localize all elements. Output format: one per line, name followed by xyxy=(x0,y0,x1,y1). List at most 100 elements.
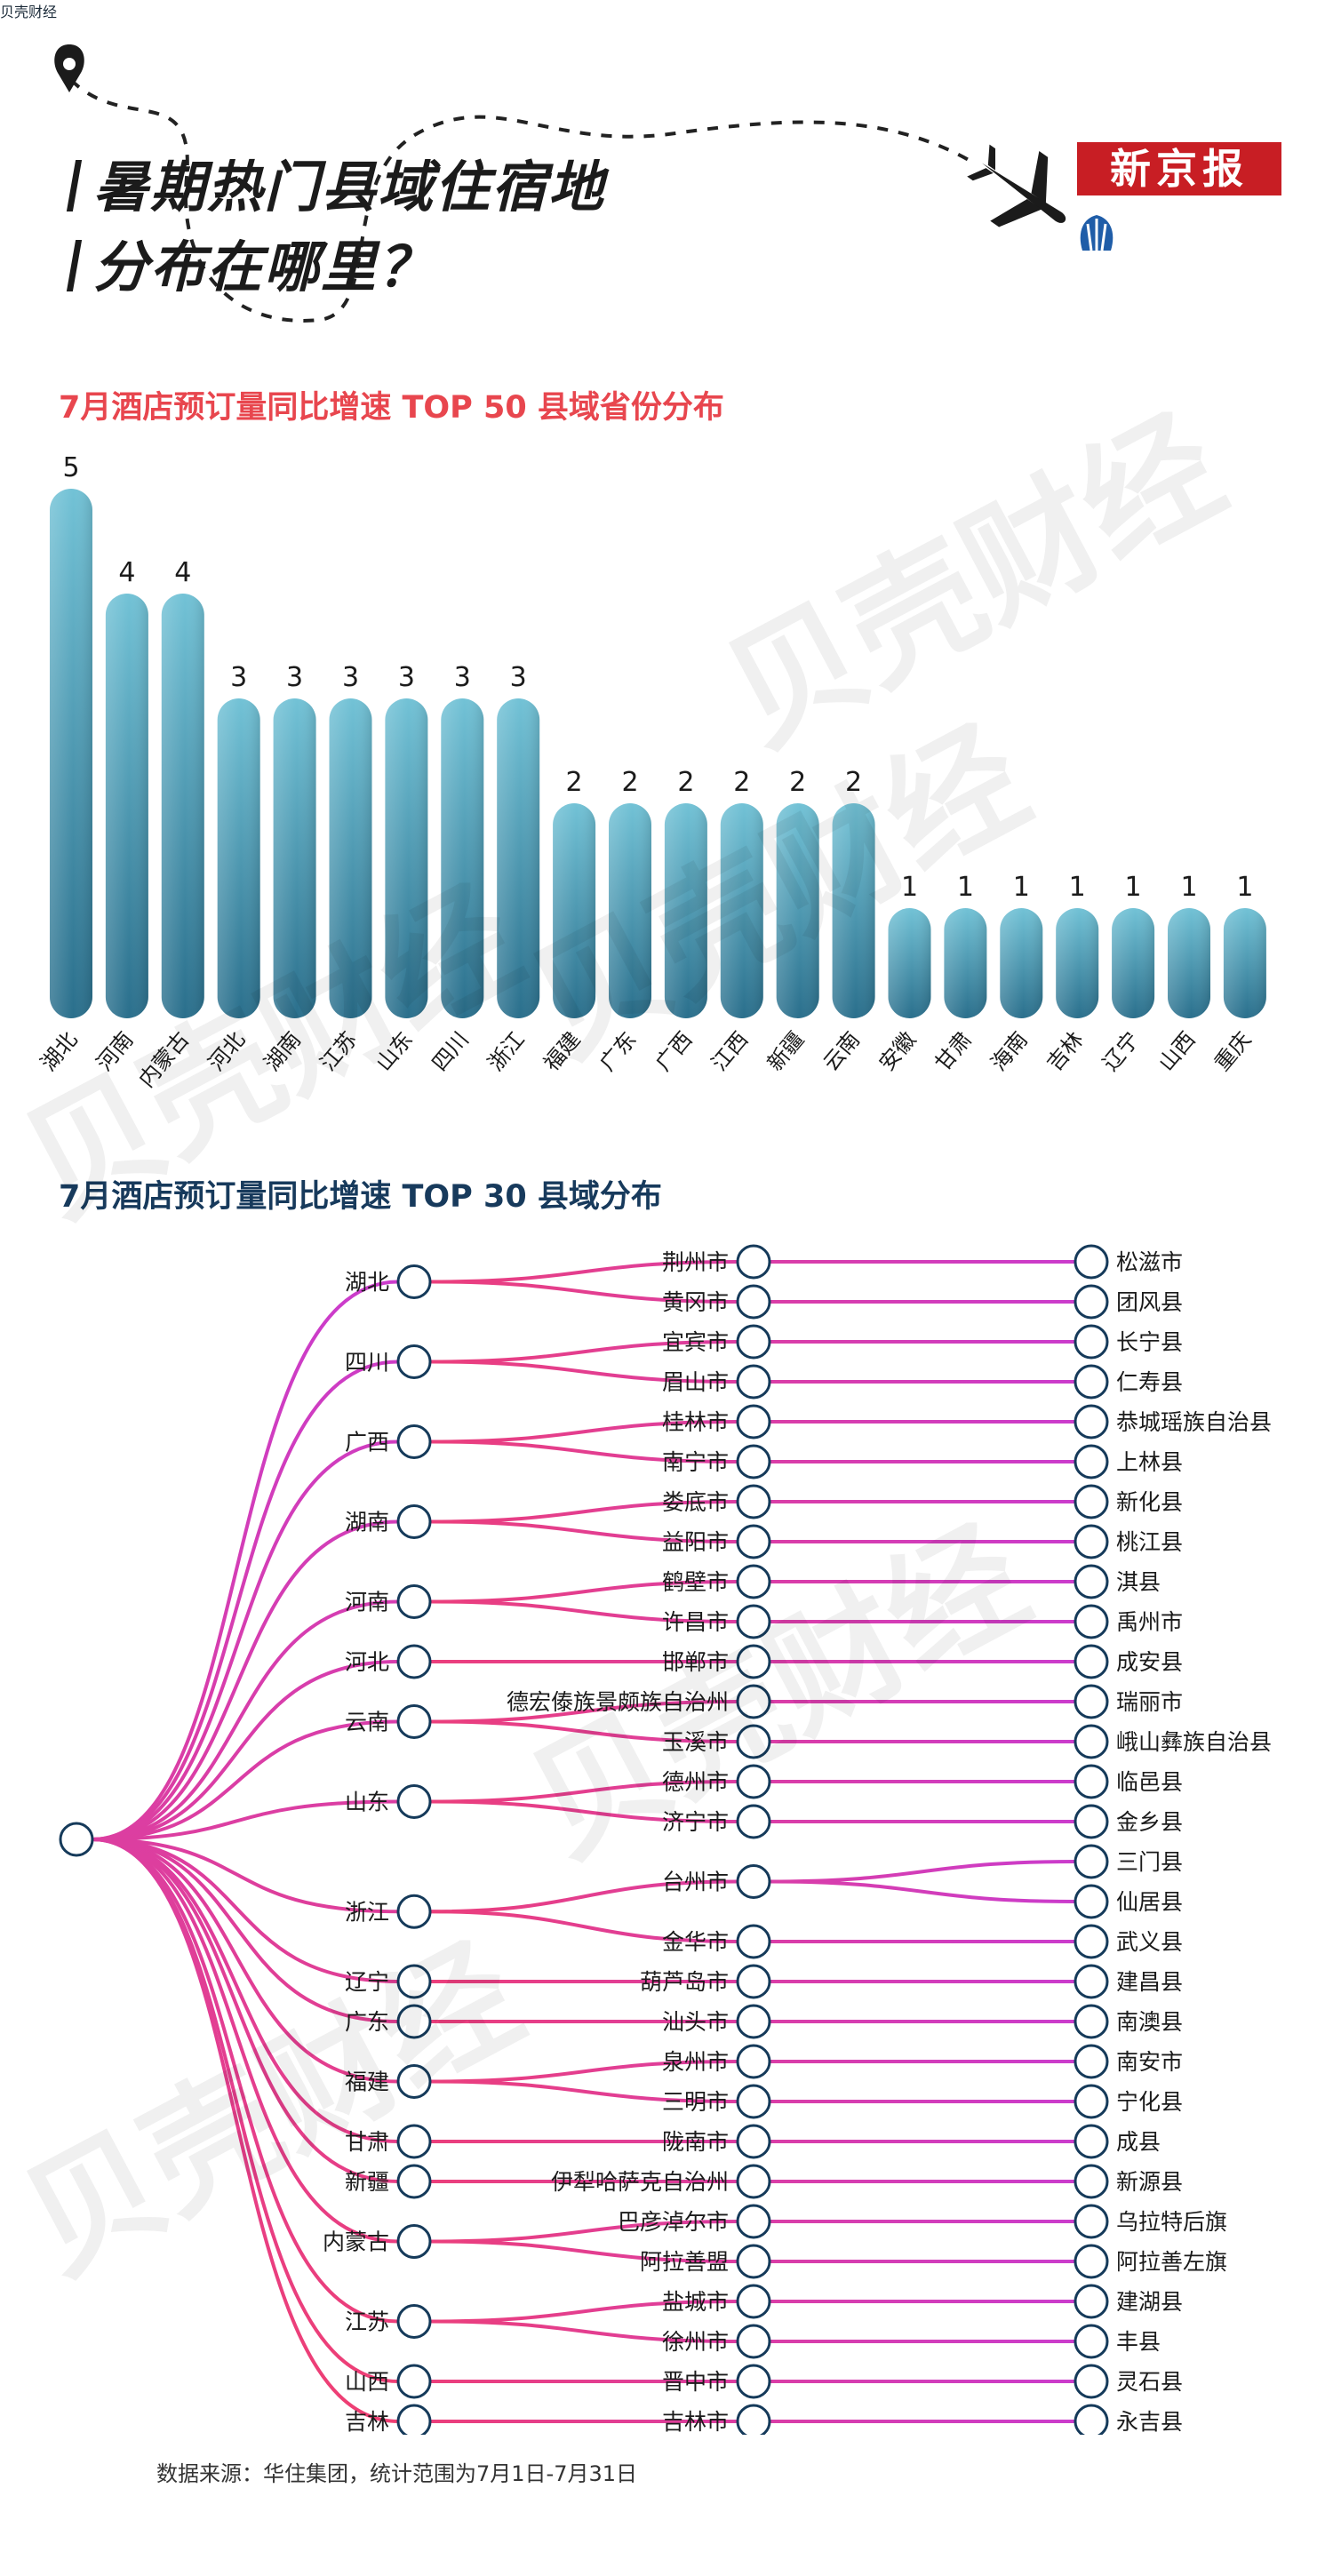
province-label: 广西 xyxy=(345,1430,389,1455)
flow-link xyxy=(429,2300,738,2324)
flow-link xyxy=(429,1420,738,1444)
city-node xyxy=(736,1644,771,1679)
bar xyxy=(385,698,428,1018)
province-node xyxy=(396,2164,432,2199)
bar-category-label: 辽宁 xyxy=(1098,1027,1144,1076)
province-node xyxy=(396,1644,432,1679)
bar xyxy=(1168,908,1210,1018)
flow-link xyxy=(429,1260,738,1284)
data-source-note: 数据来源：华住集团，统计范围为7月1日-7月31日 xyxy=(156,2461,638,2486)
shell-logo-icon xyxy=(1080,215,1113,251)
flow-link xyxy=(92,1838,399,1914)
county-node xyxy=(1074,1644,1109,1679)
city-label: 荆州市 xyxy=(662,1249,729,1275)
city-node xyxy=(736,2124,771,2159)
bar-value-label: 3 xyxy=(230,662,247,693)
county-node xyxy=(1074,2164,1109,2199)
flow-link xyxy=(92,1838,399,1983)
county-label: 武义县 xyxy=(1116,1929,1183,1955)
province-label: 山西 xyxy=(345,2369,389,2395)
province-label: 湖南 xyxy=(345,1510,389,1535)
county-node xyxy=(1074,2244,1109,2279)
city-label: 金华市 xyxy=(662,1929,729,1955)
bar xyxy=(664,803,707,1018)
bar-category-label: 广西 xyxy=(651,1027,697,1076)
bar-value-label: 1 xyxy=(1013,872,1030,903)
province-label: 江苏 xyxy=(345,2309,389,2335)
flow-link xyxy=(429,2319,738,2343)
city-node xyxy=(736,1864,771,1899)
bar xyxy=(1056,908,1099,1018)
bar-category-label: 安徽 xyxy=(874,1027,921,1076)
flow-link xyxy=(92,1838,399,2183)
city-node xyxy=(736,2324,771,2359)
province-label: 河北 xyxy=(345,1649,389,1675)
flow-link xyxy=(92,1838,399,2023)
county-label: 建湖县 xyxy=(1116,2289,1183,2315)
city-label: 陇南市 xyxy=(662,2129,729,2155)
province-label: 吉林 xyxy=(345,2409,389,2435)
city-label: 邯郸市 xyxy=(662,1649,729,1675)
flow-link xyxy=(429,1519,738,1543)
city-node xyxy=(736,1724,771,1759)
flow-link xyxy=(92,1838,399,2324)
airplane-icon xyxy=(967,144,1066,227)
bar xyxy=(497,698,540,1018)
bar-value-label: 1 xyxy=(1180,872,1197,903)
city-node xyxy=(736,1604,771,1639)
bar-category-label: 江西 xyxy=(706,1027,753,1076)
bar xyxy=(553,803,596,1018)
flow-links xyxy=(92,1260,1076,2423)
city-node xyxy=(736,2084,771,2119)
bar xyxy=(50,489,92,1018)
county-node xyxy=(1074,2364,1109,2399)
city-node xyxy=(736,1964,771,1999)
city-label: 三明市 xyxy=(662,2089,729,2115)
province-node xyxy=(396,2004,432,2039)
county-node xyxy=(1074,1364,1109,1400)
flow-link xyxy=(429,1340,738,1364)
province-node xyxy=(396,2404,432,2435)
county-label: 仙居县 xyxy=(1116,1889,1183,1915)
county-node xyxy=(1074,2004,1109,2039)
flow-link xyxy=(429,1719,738,1743)
city-node xyxy=(736,1804,771,1839)
province-label: 广东 xyxy=(345,2009,389,2035)
city-label: 德宏傣族景颇族自治州 xyxy=(507,1689,729,1715)
county-node xyxy=(1074,1764,1109,1799)
province-node xyxy=(396,1424,432,1459)
flow-link xyxy=(429,1580,738,1604)
bar xyxy=(273,698,316,1018)
bar xyxy=(720,803,763,1018)
city-node xyxy=(736,1524,771,1559)
bar-category-label: 湖南 xyxy=(259,1027,306,1076)
county-label: 乌拉特后旗 xyxy=(1116,2209,1227,2235)
province-label: 新疆 xyxy=(345,2169,389,2195)
bar-chart-title: 7月酒店预订量同比增速 TOP 50 县域省份分布 xyxy=(59,390,724,426)
city-label: 玉溪市 xyxy=(662,1729,729,1755)
bar-value-label: 3 xyxy=(454,662,471,693)
title-line-2: 分布在哪里？ xyxy=(71,222,435,302)
bar xyxy=(441,698,484,1018)
city-label: 晋中市 xyxy=(662,2369,729,2395)
county-node xyxy=(1074,1724,1109,1759)
city-label: 吉林市 xyxy=(662,2409,729,2435)
bar-category-label: 湖北 xyxy=(36,1027,82,1076)
county-node xyxy=(1074,1884,1109,1919)
bar-category-label: 河南 xyxy=(92,1027,138,1076)
brand-beike-logo: 贝壳财经 xyxy=(0,4,58,20)
province-node xyxy=(396,1504,432,1539)
city-label: 巴彦淖尔市 xyxy=(618,2209,729,2235)
bar xyxy=(1000,908,1043,1018)
location-pin-icon xyxy=(54,44,84,92)
bar xyxy=(105,594,148,1018)
flow-link xyxy=(429,1780,738,1804)
county-node xyxy=(1074,1284,1109,1320)
flow-link xyxy=(429,1799,738,1823)
county-label: 团风县 xyxy=(1116,1289,1183,1315)
flow-link xyxy=(429,1599,738,1623)
city-node xyxy=(736,1444,771,1479)
county-node xyxy=(1074,1324,1109,1360)
